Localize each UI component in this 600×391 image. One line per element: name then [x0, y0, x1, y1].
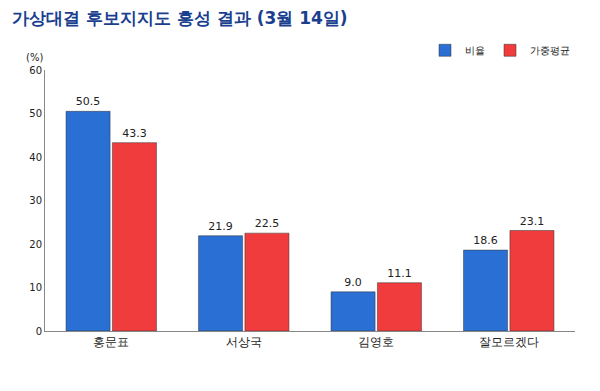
- svg-text:50.5: 50.5: [76, 95, 101, 108]
- svg-text:40: 40: [29, 152, 42, 163]
- svg-text:43.3: 43.3: [122, 127, 147, 140]
- svg-text:0: 0: [36, 326, 42, 337]
- svg-text:김영호: 김영호: [358, 335, 394, 349]
- svg-text:10: 10: [29, 282, 42, 293]
- svg-text:50: 50: [29, 108, 42, 119]
- svg-text:20: 20: [29, 239, 42, 250]
- svg-text:(%): (%): [26, 52, 43, 63]
- svg-text:18.6: 18.6: [473, 234, 498, 247]
- svg-text:9.0: 9.0: [344, 276, 362, 289]
- svg-text:22.5: 22.5: [255, 217, 280, 230]
- svg-text:11.1: 11.1: [387, 267, 412, 280]
- svg-text:홍문표: 홍문표: [93, 335, 129, 349]
- svg-text:가중평균: 가중평균: [530, 45, 570, 56]
- svg-text:서상국: 서상국: [226, 335, 262, 349]
- svg-text:21.9: 21.9: [208, 220, 233, 233]
- svg-text:23.1: 23.1: [520, 215, 545, 228]
- svg-text:30: 30: [29, 195, 42, 206]
- svg-text:비율: 비율: [465, 45, 485, 56]
- svg-text:잘모르겠다: 잘모르겠다: [479, 335, 539, 349]
- svg-text:60: 60: [29, 65, 42, 76]
- svg-text:가상대결 후보지지도 홍성 결과 (3월 14일): 가상대결 후보지지도 홍성 결과 (3월 14일): [12, 8, 348, 28]
